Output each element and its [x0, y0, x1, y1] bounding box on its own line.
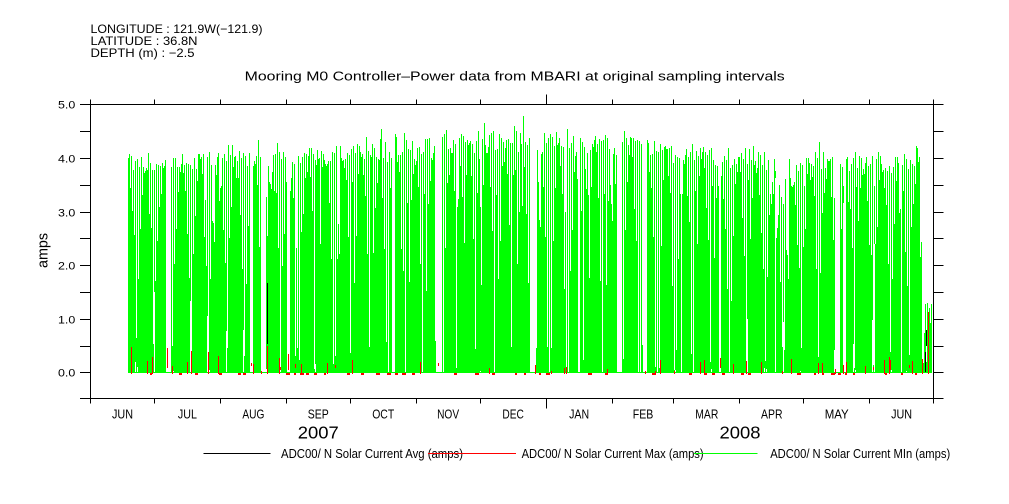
svg-text:ADC00/ N Solar Current MIn (am: ADC00/ N Solar Current MIn (amps)	[770, 447, 950, 461]
svg-text:ADC00/ N Solar Current Avg (am: ADC00/ N Solar Current Avg (amps)	[281, 447, 463, 461]
svg-text:JAN: JAN	[569, 407, 589, 421]
svg-text:OCT: OCT	[372, 407, 394, 421]
svg-text:4.0: 4.0	[58, 154, 75, 166]
svg-text:3.0: 3.0	[58, 208, 75, 220]
svg-text:AUG: AUG	[242, 407, 264, 421]
svg-text:LONGITUDE : 121.9W(−121.9): LONGITUDE : 121.9W(−121.9)	[91, 22, 263, 36]
svg-text:ADC00/ N Solar Current Max (am: ADC00/ N Solar Current Max (amps)	[522, 447, 704, 461]
svg-text:JUN: JUN	[891, 407, 912, 421]
svg-text:2.0: 2.0	[58, 261, 75, 273]
svg-text:amps: amps	[36, 233, 52, 268]
svg-text:SEP: SEP	[308, 407, 329, 421]
svg-text:JUL: JUL	[178, 407, 197, 421]
svg-text:MAR: MAR	[695, 407, 718, 421]
svg-text:FEB: FEB	[633, 407, 654, 421]
svg-text:2007: 2007	[298, 423, 339, 443]
svg-text:1.0: 1.0	[58, 315, 75, 327]
svg-text:DEC: DEC	[502, 407, 524, 421]
svg-text:Mooring M0 Controller–Power da: Mooring M0 Controller–Power data from MB…	[245, 69, 786, 84]
svg-text:JUN: JUN	[112, 407, 133, 421]
svg-text:5.0: 5.0	[58, 100, 75, 112]
svg-text:MAY: MAY	[825, 407, 850, 421]
svg-text:APR: APR	[761, 407, 783, 421]
svg-text:DEPTH (m) : −2.5: DEPTH (m) : −2.5	[91, 46, 195, 60]
svg-text:2008: 2008	[720, 423, 761, 443]
svg-text:LATITUDE : 36.8N: LATITUDE : 36.8N	[91, 34, 198, 48]
svg-text:NOV: NOV	[437, 407, 460, 421]
svg-text:0.0: 0.0	[58, 368, 75, 380]
